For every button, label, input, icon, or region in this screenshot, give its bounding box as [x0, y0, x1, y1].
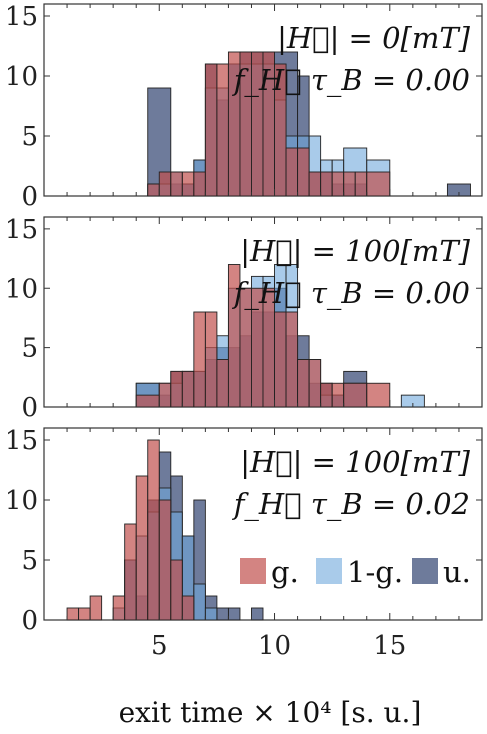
- histogram-bar: [216, 607, 229, 621]
- histogram-bar: [135, 475, 149, 621]
- histogram-bar: [320, 171, 333, 197]
- histogram-bar: [366, 171, 391, 197]
- histogram-bar: [181, 595, 195, 621]
- histogram-bar: [331, 382, 345, 408]
- y-tick-label: 15: [5, 215, 38, 245]
- histogram-bar: [308, 171, 322, 197]
- histogram-bar: [308, 359, 322, 408]
- y-tick-label: 15: [5, 2, 38, 32]
- histogram-bar: [227, 607, 241, 621]
- legend-swatch-u: [412, 558, 438, 584]
- legend-swatch-g: [240, 558, 266, 584]
- histogram-bar: [354, 171, 368, 197]
- annotation-tau: f_H⃗ τ_B = 0.02: [232, 487, 470, 522]
- histogram-bar: [297, 359, 310, 408]
- histogram-bar: [66, 607, 80, 621]
- histogram-bar: [181, 370, 195, 408]
- legend-label-u: u.: [443, 555, 471, 589]
- y-tick-label: 15: [5, 426, 38, 456]
- histogram-bar: [181, 171, 195, 197]
- series-g: [66, 439, 195, 621]
- y-tick-label: 0: [21, 393, 38, 423]
- histogram-bar: [170, 559, 183, 621]
- histogram-bar: [193, 583, 206, 621]
- legend-label-g: g.: [271, 555, 299, 589]
- panel-1: 0 5 10 15 |H⃗| = 0[mT] f_H⃗ τ_B = 0.00: [5, 2, 483, 212]
- legend: g. 1-g. u.: [240, 555, 471, 589]
- histogram-bar: [158, 382, 172, 408]
- x-tick-label: 15: [373, 631, 406, 661]
- histogram-bar: [89, 595, 103, 621]
- histogram-bar: [331, 171, 345, 197]
- series-g: [147, 51, 391, 197]
- legend-swatch-one_minus_g: [316, 558, 342, 584]
- panels-layer: 0 5 10 15 |H⃗| = 0[mT] f_H⃗ τ_B = 0.00 0 5 10 15 |…: [5, 2, 483, 661]
- panel-2: 0 5 10 15 |H⃗| = 100[mT] f_H⃗ τ_B = 0.00: [5, 215, 483, 423]
- histogram-bar: [285, 147, 299, 197]
- histogram-bar: [400, 394, 425, 408]
- y-tick-label: 0: [21, 606, 38, 636]
- histogram-bar: [147, 439, 160, 621]
- histogram-bar: [158, 499, 172, 621]
- y-tick-label: 10: [5, 486, 38, 516]
- annotation-field: |H⃗| = 100[mT]: [240, 234, 470, 268]
- legend-label-one_minus_g: 1-g.: [347, 555, 403, 589]
- histogram-bar: [251, 607, 264, 621]
- series-g: [135, 264, 391, 408]
- histogram-bar: [204, 607, 218, 621]
- annotation-field: |H⃗| = 100[mT]: [240, 445, 470, 479]
- histogram-bar: [216, 359, 229, 408]
- histogram-bar: [204, 63, 218, 197]
- histogram-bar: [320, 382, 333, 408]
- histogram-bar: [343, 171, 356, 197]
- y-tick-label: 10: [5, 274, 38, 304]
- y-tick-label: 0: [21, 182, 38, 212]
- annotation-tau: f_H⃗ τ_B = 0.00: [232, 276, 470, 311]
- x-axis-label: exit time × 10⁴ [s. u.]: [119, 696, 422, 729]
- histogram-bar: [285, 311, 299, 408]
- histogram-bar: [343, 382, 368, 408]
- panel-3: 0 5 10 15 5 10 15 |H⃗| = 100[mT] f_H⃗ τ_B = 0.02…: [5, 426, 483, 661]
- histogram-bar: [170, 370, 183, 408]
- y-tick-label: 5: [21, 122, 38, 152]
- histogram-bar: [193, 311, 206, 408]
- histogram-bar: [274, 63, 287, 197]
- y-tick-label: 5: [21, 334, 38, 364]
- x-tick-label: 10: [258, 631, 291, 661]
- histogram-bar: [170, 171, 183, 197]
- histogram-bar: [366, 382, 391, 408]
- histogram-bar: [112, 595, 126, 621]
- histogram-bar: [274, 311, 287, 408]
- annotation-field: |H⃗| = 0[mT]: [277, 21, 471, 55]
- annotation-tau: f_H⃗ τ_B = 0.00: [232, 63, 470, 98]
- histogram-bar: [297, 147, 310, 197]
- y-tick-label: 5: [21, 546, 38, 576]
- histogram-bar: [78, 607, 91, 621]
- histogram-bar: [124, 523, 137, 621]
- histogram-bar: [147, 183, 160, 197]
- y-tick-label: 10: [5, 62, 38, 92]
- histogram-bar: [216, 63, 229, 197]
- histogram-bar: [204, 311, 218, 408]
- x-tick-label: 5: [151, 631, 168, 661]
- histogram-bar: [193, 171, 206, 197]
- histogram-bar: [135, 394, 160, 408]
- histogram-bar: [158, 171, 172, 197]
